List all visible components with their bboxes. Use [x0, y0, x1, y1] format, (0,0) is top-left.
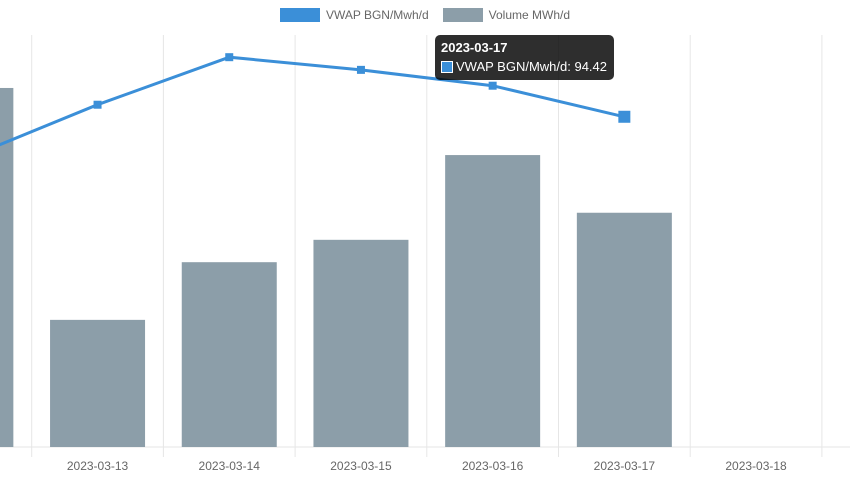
x-tick-label: 2023-03-17	[594, 459, 656, 473]
tooltip-title: 2023-03-17	[441, 40, 508, 55]
vwap-point	[225, 53, 234, 62]
legend-item-volume[interactable]: Volume MWh/d	[442, 8, 571, 22]
legend-label-volume: Volume MWh/d	[488, 8, 571, 22]
legend-swatch-volume	[442, 8, 483, 22]
vwap-point	[488, 81, 497, 90]
chart-legend: VWAP BGN/Mwh/d Volume MWh/d	[0, 8, 850, 22]
legend-swatch-vwap	[279, 8, 320, 22]
volume-bar	[0, 87, 14, 447]
legend-label-vwap: VWAP BGN/Mwh/d	[325, 8, 429, 22]
volume-bar	[445, 155, 541, 447]
tooltip-swatch	[441, 60, 453, 73]
chart-tooltip: 2023-03-17 VWAP BGN/Mwh/d: 94.42	[435, 35, 615, 80]
volume-bar	[50, 319, 146, 447]
tooltip-value: VWAP BGN/Mwh/d: 94.42	[456, 59, 608, 74]
x-tick-label: 2023-03-18	[725, 459, 787, 473]
x-tick-label: 2023-03-13	[67, 459, 129, 473]
vwap-point	[356, 65, 365, 74]
vwap-point	[618, 110, 631, 123]
legend-item-vwap[interactable]: VWAP BGN/Mwh/d	[279, 8, 429, 22]
x-tick-label: 2023-03-15	[330, 459, 392, 473]
vwap-line	[0, 55, 625, 147]
x-tick-label: 2023-03-16	[462, 459, 524, 473]
vwap-point	[93, 100, 102, 109]
volume-bar	[313, 239, 409, 447]
tooltip-row: VWAP BGN/Mwh/d: 94.42	[441, 59, 607, 74]
volume-bar	[576, 212, 672, 447]
x-tick-label: 2023-03-14	[199, 459, 261, 473]
volume-bar	[181, 262, 277, 447]
